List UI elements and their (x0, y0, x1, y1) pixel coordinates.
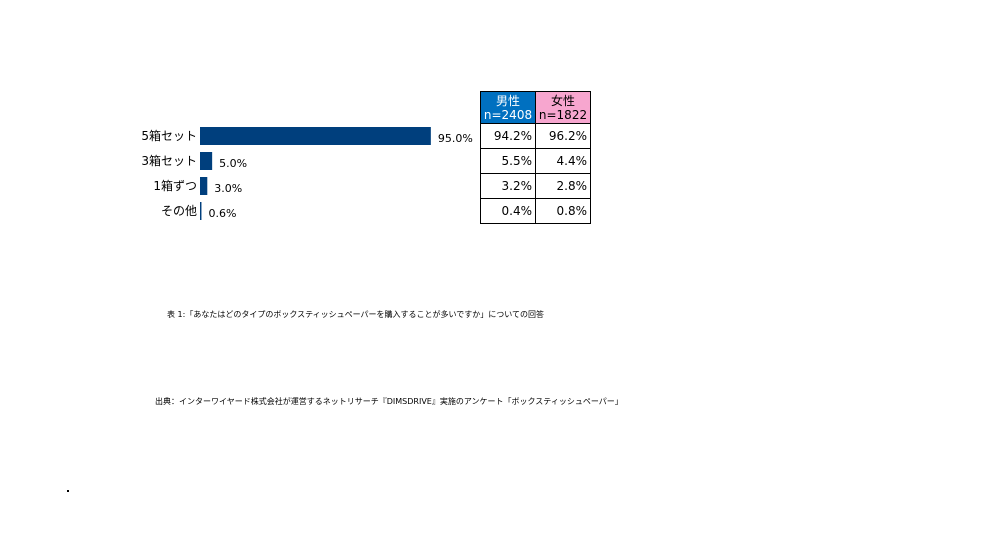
value-label: 0.6% (208, 207, 236, 220)
category-label: 3箱セット (141, 153, 197, 168)
table-caption: 表 1:「あなたはどのタイプのボックスティッシュペーパーを購入することが多いです… (167, 310, 545, 319)
value-label: 3.0% (214, 182, 242, 195)
table-cell-female: 96.2% (535, 123, 591, 149)
bar (200, 152, 213, 170)
header-female-label: 女性 (550, 93, 575, 108)
table-cell-male: 94.2% (480, 123, 536, 149)
stray-dot (67, 490, 69, 492)
table-cell-female: 0.8% (535, 198, 591, 224)
category-label: 1箱ずつ (153, 178, 197, 193)
bar (200, 177, 208, 195)
table-row: 3.2% 2.8% (480, 173, 591, 199)
header-male-label: 男性 (495, 93, 520, 108)
category-label: その他 (161, 204, 197, 218)
bar (200, 127, 431, 145)
table-row: 94.2% 96.2% (480, 123, 591, 149)
table-cell-female: 2.8% (535, 173, 591, 199)
table-cell-male: 3.2% (480, 173, 536, 199)
table-row: 0.4% 0.8% (480, 198, 591, 224)
header-female: 女性 n=1822 (535, 91, 591, 124)
table-cell-female: 4.4% (535, 148, 591, 174)
table-cell-male: 5.5% (480, 148, 536, 174)
gender-breakdown-table: 男性 n=2408 女性 n=1822 94.2% 96.2% 5.5% 4.4… (480, 91, 591, 224)
table-cell-male: 0.4% (480, 198, 536, 224)
source-caption: 出典：インターワイヤード株式会社が運営するネットリサーチ『DIMSDRIVE』実… (155, 397, 623, 406)
header-male-n: n=2408 (483, 107, 533, 122)
value-label: 5.0% (219, 157, 247, 170)
header-male: 男性 n=2408 (480, 91, 536, 124)
value-label: 95.0% (438, 132, 473, 145)
category-label: 5箱セット (141, 128, 197, 143)
bar-chart: 5箱セット 95.0% 3箱セット 5.0% 1箱ずつ 3.0% その他 0.6% (141, 127, 473, 220)
header-female-n: n=1822 (538, 107, 588, 122)
bar (200, 202, 202, 220)
table-row: 5.5% 4.4% (480, 148, 591, 174)
